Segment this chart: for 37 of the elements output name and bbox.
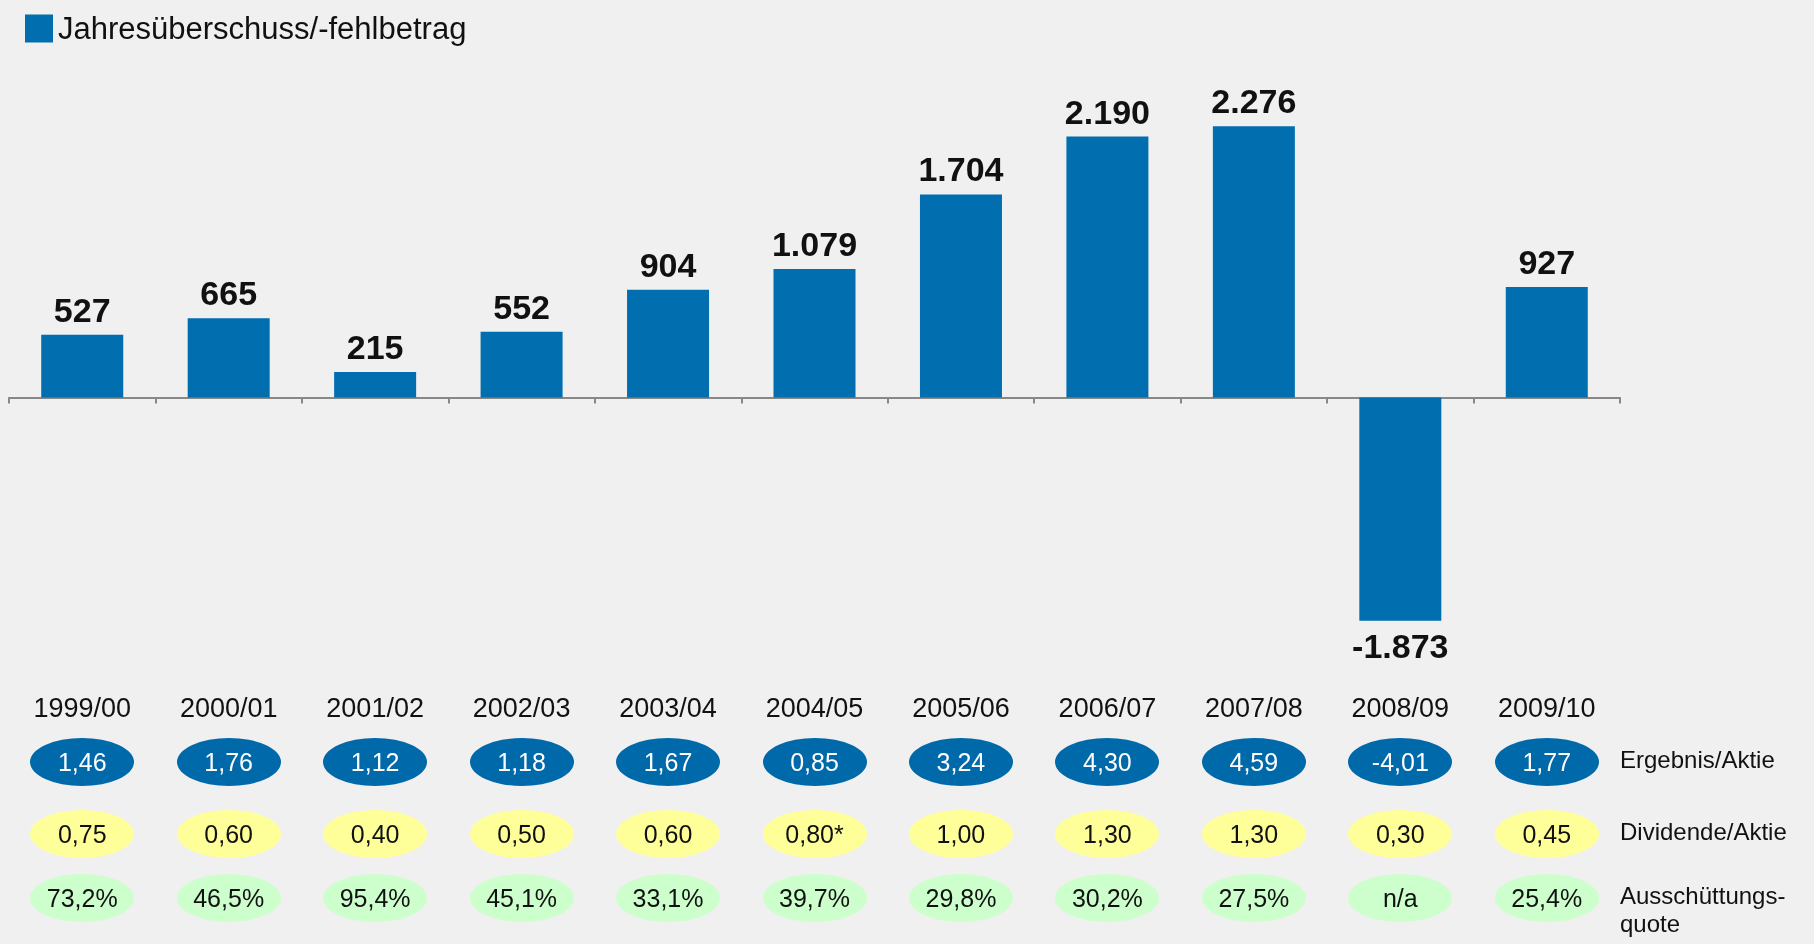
x-tick-label: 2006/07	[1058, 692, 1157, 723]
legend-label: Jahresüberschuss/-fehlbetrag	[58, 11, 467, 46]
bar	[334, 371, 417, 398]
x-tick-label: 1999/00	[33, 692, 132, 723]
bar	[919, 194, 1002, 398]
bar	[627, 289, 710, 398]
bar	[1359, 397, 1442, 621]
data-label: 215	[346, 327, 404, 366]
data-label: -1.873	[1352, 626, 1449, 665]
data-label: 1.704	[918, 150, 1004, 189]
data-label: 665	[200, 274, 258, 313]
bar	[480, 331, 563, 398]
x-tick-label: 2001/02	[326, 692, 424, 723]
bar	[41, 334, 124, 398]
x-tick-label: 2004/05	[765, 692, 864, 723]
data-label: 927	[1518, 243, 1576, 282]
data-label: 552	[493, 287, 550, 326]
x-tick-label: 2009/10	[1497, 692, 1596, 723]
data-label: 904	[639, 245, 697, 284]
bar	[1505, 287, 1588, 398]
bar	[1066, 136, 1149, 398]
data-label: 2.276	[1211, 82, 1297, 121]
data-label: 527	[53, 290, 111, 329]
x-tick-label: 2005/06	[912, 692, 1010, 723]
x-tick-label: 2000/01	[179, 692, 278, 723]
x-tick-label: 2007/08	[1205, 692, 1303, 723]
bar	[187, 318, 270, 398]
text: Ergebnis/Aktie	[1620, 746, 1776, 774]
bar	[1212, 126, 1295, 398]
x-tick-label: 2008/09	[1351, 692, 1450, 723]
text: Dividende/Aktie	[1620, 818, 1788, 846]
data-label: 1.079	[771, 224, 858, 263]
bar	[773, 268, 856, 398]
x-tick-label: 2002/03	[472, 692, 571, 723]
text: Ausschüttungs-quote	[1620, 882, 1787, 938]
data-label: 2.190	[1064, 92, 1150, 131]
x-tick-label: 2003/04	[619, 692, 717, 723]
